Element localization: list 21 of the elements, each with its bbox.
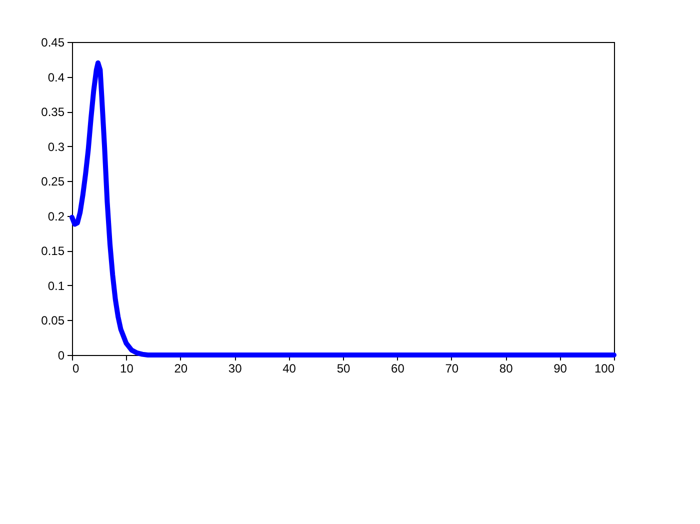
y-tick-label: 0.45 [41, 36, 65, 50]
x-tick-label: 20 [174, 362, 188, 376]
x-tick-label: 40 [282, 362, 296, 376]
y-tick-label: 0 [58, 348, 65, 362]
x-tick-label: 100 [594, 362, 615, 376]
x-tick-label: 60 [391, 362, 405, 376]
x-tick-label: 0 [72, 362, 80, 376]
y-tick-label: 0.25 [41, 174, 65, 189]
y-tick-label: 0.2 [48, 209, 65, 224]
x-tick-label: 50 [336, 362, 350, 376]
x-tick-label: 30 [228, 362, 242, 376]
y-tick-label: 0.15 [41, 244, 65, 258]
y-tick-label: 0.3 [48, 140, 65, 154]
y-tick-label: 0.05 [41, 314, 65, 328]
x-tick-label: 80 [499, 362, 514, 376]
y-tick-label: 0.4 [48, 70, 65, 84]
x-tick-label: 90 [554, 362, 568, 376]
x-tick-label: 70 [445, 362, 459, 376]
x-tick-label: 10 [120, 362, 134, 376]
y-tick-label: 0.35 [41, 105, 65, 120]
y-tick-label: 0.1 [48, 278, 65, 293]
